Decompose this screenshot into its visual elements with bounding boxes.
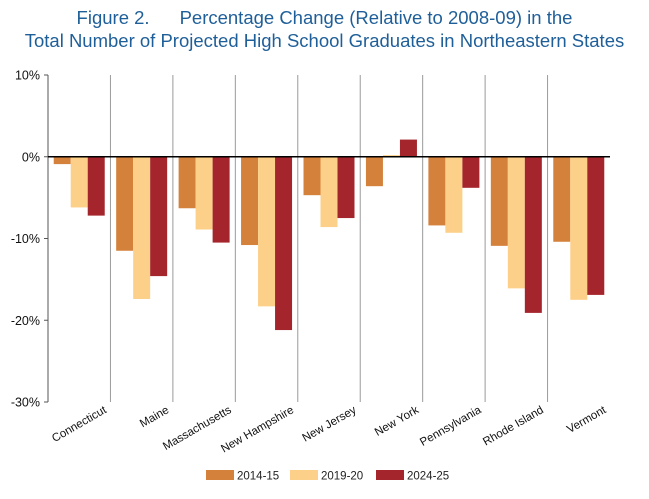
bar [116,156,134,251]
bar [570,156,588,300]
category-separators [109,75,549,402]
bar [178,156,196,209]
bar [212,156,230,243]
y-tick-label: -10% [11,232,40,246]
bar [462,156,480,188]
bar [365,156,383,187]
bar [241,156,259,246]
bar [303,156,321,196]
legend-swatch [376,470,404,480]
bar [587,156,605,295]
y-tick-labels: 10% 0% -10% -20% -30% [11,69,48,410]
chart-title: Figure 2. Percentage Change (Relative to … [0,6,649,52]
bar [399,139,417,157]
y-tick-label: 0% [22,150,40,164]
title-line-2: Total Number of Projected High School Gr… [24,30,625,51]
x-category-label: Connecticut [50,404,109,445]
bar [428,156,446,226]
legend: 2014-15 2019-20 2024-25 [206,470,449,483]
bar [337,156,355,219]
x-category-label: New York [373,404,421,439]
bar [150,156,168,277]
bar [382,155,400,157]
x-category-label: New Jersey [300,404,358,445]
legend-label: 2019-20 [321,471,363,483]
legend-swatch [206,470,234,480]
x-category-label: Pennsylvania [418,404,484,449]
title-text-1: Percentage Change (Relative to 2008-09) … [179,7,573,28]
legend-label: 2014-15 [237,471,279,483]
bar [133,156,151,299]
bar [507,156,525,289]
bar [320,156,338,228]
bar [553,156,571,242]
bar [195,156,213,230]
title-line-1: Figure 2. Percentage Change (Relative to … [0,6,649,29]
y-tick-label: -20% [11,314,40,328]
bar [87,156,105,216]
y-tick-label: 10% [15,69,40,83]
bar [490,156,508,246]
x-category-label: Rhode Island [481,404,546,448]
x-category-label: Vermont [565,404,609,436]
bar [53,156,71,165]
bar [258,156,276,307]
bars-group [53,139,605,331]
legend-swatch [290,470,318,480]
bar [70,156,88,208]
bar [524,156,542,313]
legend-label: 2024-25 [407,471,449,483]
x-category-label: Maine [138,404,171,430]
bar [275,156,293,331]
figure-label: Figure 2. [76,7,150,28]
y-tick-label: -30% [11,396,40,410]
bar [445,156,463,233]
